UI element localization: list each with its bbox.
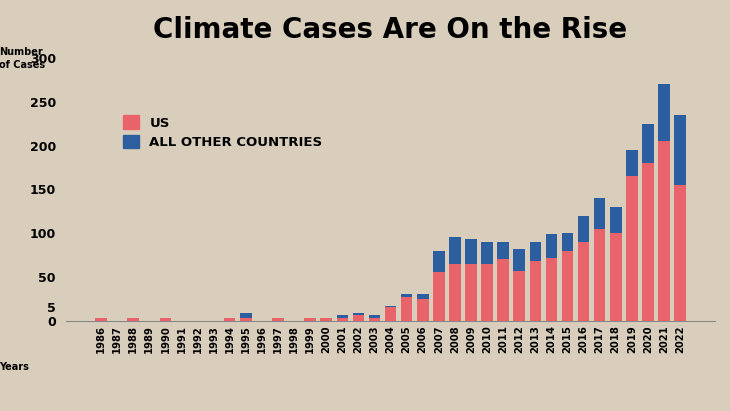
Bar — [401, 297, 412, 321]
Bar — [529, 261, 541, 321]
Bar — [626, 176, 637, 321]
Bar — [433, 251, 445, 272]
Bar — [417, 299, 429, 321]
Bar — [577, 216, 589, 242]
Bar — [353, 313, 364, 315]
Bar — [658, 141, 670, 321]
Bar — [626, 150, 637, 176]
Bar — [513, 249, 525, 271]
Bar — [465, 264, 477, 321]
Bar — [337, 315, 348, 318]
Bar — [561, 233, 573, 251]
Bar — [642, 124, 653, 163]
Bar — [240, 313, 252, 318]
Bar — [481, 264, 493, 321]
Bar — [240, 318, 252, 321]
Text: Number: Number — [0, 46, 43, 57]
Bar — [272, 318, 284, 321]
Title: Climate Cases Are On the Rise: Climate Cases Are On the Rise — [153, 16, 628, 44]
Bar — [594, 198, 605, 229]
Bar — [337, 318, 348, 321]
Bar — [95, 318, 107, 321]
Bar — [385, 306, 396, 307]
Legend: US, ALL OTHER COUNTRIES: US, ALL OTHER COUNTRIES — [118, 110, 328, 155]
Bar — [675, 115, 686, 185]
Bar — [610, 207, 621, 233]
Bar — [369, 315, 380, 318]
Bar — [465, 239, 477, 264]
Bar — [401, 294, 412, 297]
Bar — [385, 307, 396, 321]
Bar — [433, 272, 445, 321]
Bar — [369, 318, 380, 321]
Bar — [449, 238, 461, 264]
Bar — [417, 294, 429, 299]
Bar — [610, 233, 621, 321]
Bar — [353, 315, 364, 321]
Bar — [224, 318, 236, 321]
Text: Years: Years — [0, 362, 29, 372]
Bar — [545, 234, 557, 258]
Bar — [497, 242, 509, 259]
Bar — [577, 242, 589, 321]
Bar — [481, 242, 493, 264]
Bar — [594, 229, 605, 321]
Bar — [513, 271, 525, 321]
Text: of Cases: of Cases — [0, 60, 45, 70]
Bar — [320, 318, 332, 321]
Bar — [449, 264, 461, 321]
Bar — [545, 258, 557, 321]
Bar — [304, 318, 316, 321]
Bar — [561, 251, 573, 321]
Bar — [675, 185, 686, 321]
Bar — [160, 318, 171, 321]
Bar — [529, 242, 541, 261]
Bar — [658, 84, 670, 141]
Bar — [128, 318, 139, 321]
Bar — [642, 163, 653, 321]
Bar — [497, 259, 509, 321]
